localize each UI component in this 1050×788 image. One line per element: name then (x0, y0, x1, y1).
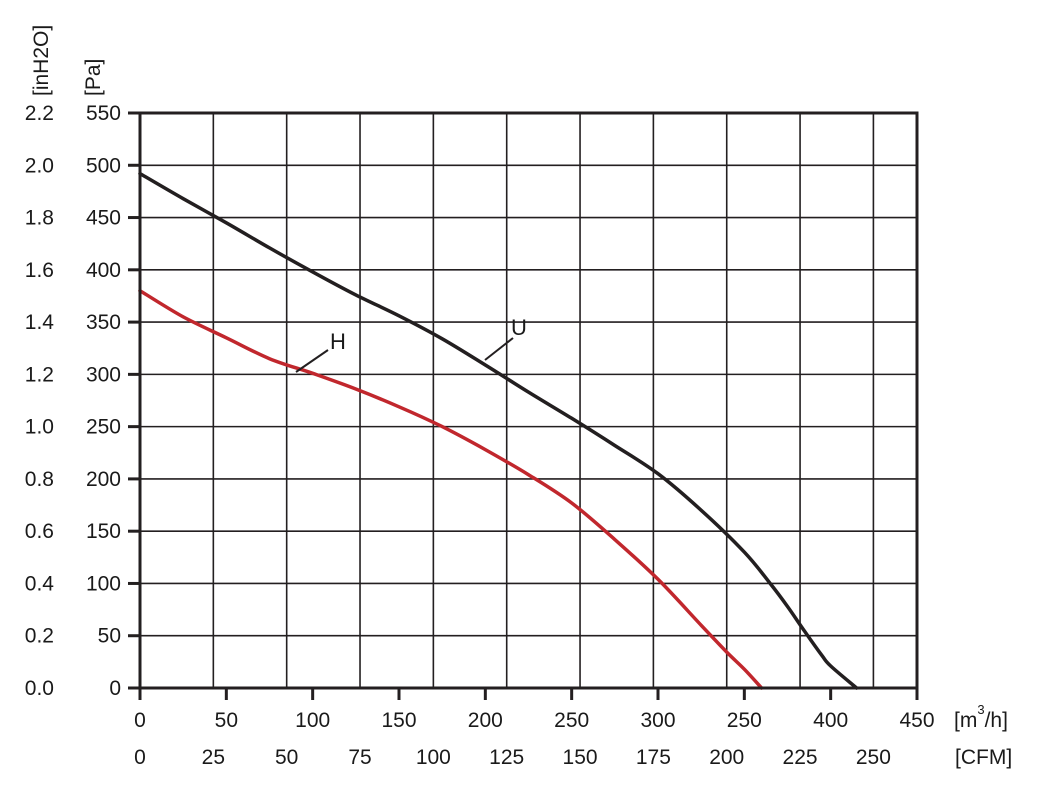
x-tick-label-cfm: 25 (202, 746, 225, 769)
y-tick-label-inh2o: 0.8 (25, 468, 54, 491)
y-tick-label-pa: 0 (109, 677, 121, 700)
x-tick-label-m3h: 0 (134, 709, 146, 732)
x-tick-label-cfm: 150 (563, 746, 598, 769)
grid (140, 113, 917, 688)
y-tick-label-inh2o: 0.2 (25, 625, 54, 648)
x-tick-label-cfm: 75 (348, 746, 371, 769)
x-tick-label-m3h: 450 (899, 709, 934, 732)
unit-m3h-open: [m (954, 709, 977, 732)
y-tick-label-pa: 500 (86, 154, 121, 177)
y-tick-label-inh2o: 0.4 (25, 572, 55, 595)
x-tick-label-cfm: 125 (489, 746, 524, 769)
curve-u (138, 171, 859, 690)
y-tick-label-pa: 400 (86, 259, 121, 282)
curve-h-leader (295, 349, 329, 373)
y-tick-label-inh2o: 2.0 (25, 154, 54, 177)
x-tick-label-cfm: 175 (636, 746, 671, 769)
unit-m3h-close: /h] (985, 709, 1008, 732)
y-tick-label-inh2o: 1.8 (25, 207, 54, 230)
x-tick-label-cfm: 0 (134, 746, 146, 769)
x-tick-label-cfm: 250 (856, 746, 891, 769)
y-tick-label-pa: 200 (86, 468, 121, 491)
y-tick-label-pa: 550 (86, 102, 121, 125)
plot-frame (138, 111, 919, 690)
x-tick-label-m3h: 400 (813, 709, 848, 732)
curves (138, 171, 859, 690)
unit-inh2o-label: [inH2O] (30, 25, 53, 96)
x-tick-label-cfm: 225 (783, 746, 818, 769)
axis-ticks (128, 111, 919, 700)
x-tick-label-m3h: 250 (554, 709, 589, 732)
x-tick-label-m3h: 50 (215, 709, 238, 732)
unit-cfm-label: [CFM] (955, 746, 1012, 769)
x-tick-label-m3h: 200 (468, 709, 503, 732)
y-tick-label-pa: 350 (86, 311, 121, 334)
y-tick-label-pa: 300 (86, 363, 121, 386)
y-tick-label-inh2o: 1.2 (25, 363, 54, 386)
y-tick-label-pa: 150 (86, 520, 121, 543)
y-tick-label-pa: 250 (86, 416, 121, 439)
axis-labels: 00.0500.21000.41500.62000.82501.03001.23… (25, 102, 935, 769)
unit-m3h-superscript: 3 (977, 702, 984, 717)
y-tick-label-inh2o: 1.6 (25, 259, 54, 282)
y-tick-label-pa: 50 (98, 625, 121, 648)
x-tick-label-m3h: 100 (295, 709, 330, 732)
x-tick-label-m3h: 300 (640, 709, 675, 732)
y-tick-label-inh2o: 0.0 (25, 677, 54, 700)
x-tick-label-cfm: 200 (709, 746, 744, 769)
curve-h-label: H (330, 329, 346, 354)
x-tick-label-cfm: 50 (275, 746, 298, 769)
y-tick-label-inh2o: 2.2 (25, 102, 54, 125)
y-tick-label-inh2o: 0.6 (25, 520, 54, 543)
curve-u-leader (484, 337, 514, 361)
y-tick-label-inh2o: 1.4 (25, 311, 55, 334)
x-tick-label-cfm: 100 (416, 746, 451, 769)
x-tick-label-m3h: 250 (727, 709, 762, 732)
y-tick-label-pa: 100 (86, 572, 121, 595)
y-tick-label-inh2o: 1.0 (25, 416, 54, 439)
curve-u-label: U (511, 315, 527, 340)
unit-m3h-label: [m3/h] (954, 702, 1008, 732)
curve-h (138, 288, 764, 690)
x-tick-label-m3h: 150 (381, 709, 416, 732)
unit-pa-label: [Pa] (82, 59, 105, 96)
y-tick-label-pa: 450 (86, 207, 121, 230)
